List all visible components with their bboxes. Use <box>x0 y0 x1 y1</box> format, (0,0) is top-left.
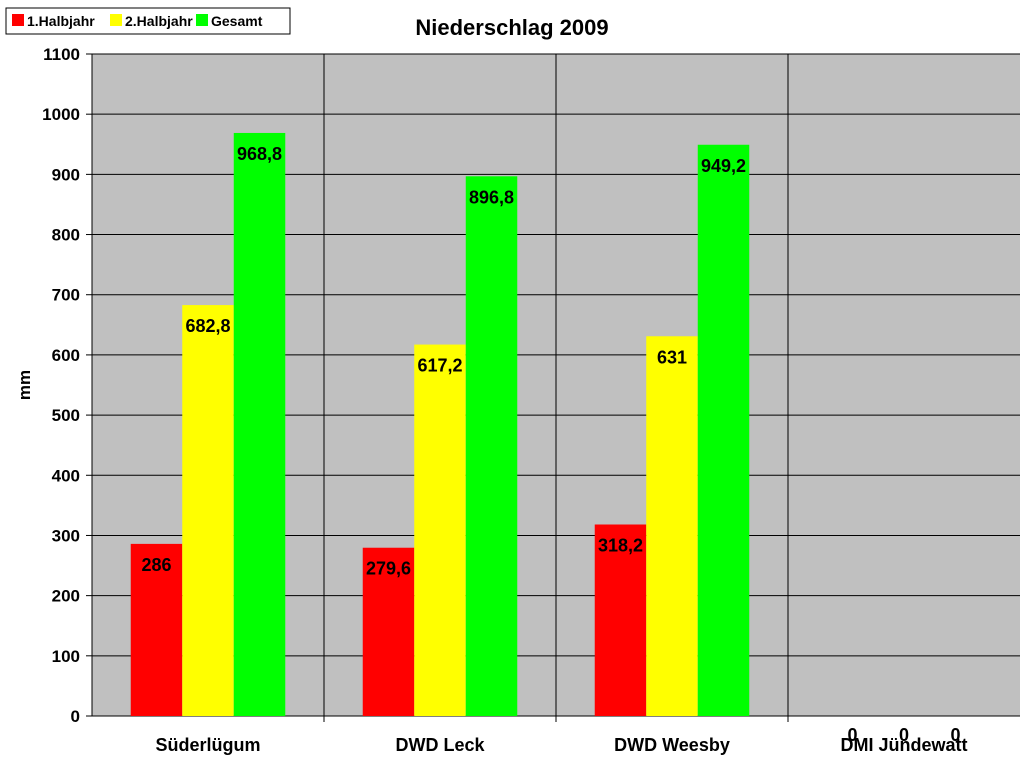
data-label-1.Halbjahr-DMI Jündewatt: 0 <box>847 725 857 745</box>
y-tick-label-700: 700 <box>52 286 80 305</box>
y-tick-label-400: 400 <box>52 466 80 485</box>
bar-2.Halbjahr-Süderlügum <box>182 305 234 716</box>
legend-swatch-Gesamt <box>196 14 208 26</box>
bar-Gesamt-DWD Leck <box>465 176 518 717</box>
data-label-1.Halbjahr-DWD Leck: 279,6 <box>366 559 411 579</box>
x-category-label-1: DWD Leck <box>395 735 485 755</box>
legend-label-Gesamt: Gesamt <box>211 13 263 29</box>
y-tick-label-500: 500 <box>52 406 80 425</box>
legend-label-1.Halbjahr: 1.Halbjahr <box>27 13 95 29</box>
bar-1.Halbjahr-Süderlügum <box>130 543 183 716</box>
data-labels: 286 682,8 968,8 279,6 617,2 896,8 318,2 631 949,… <box>141 144 960 745</box>
data-label-2.Halbjahr-DWD Leck: 617,2 <box>417 356 462 376</box>
data-label-Gesamt-DWD Weesby: 949,2 <box>701 156 746 176</box>
bar-1.Halbjahr-DWD Weesby <box>594 524 647 716</box>
x-axis-categories: Süderlügum DWD Leck DWD Weesby DMI Jündewat… <box>155 735 967 755</box>
legend-label-2.Halbjahr: 2.Halbjahr <box>125 13 193 29</box>
legend-swatch-1.Halbjahr <box>12 14 24 26</box>
data-label-Gesamt-Süderlügum: 968,8 <box>237 144 282 164</box>
y-tick-label-800: 800 <box>52 226 80 245</box>
legend: 1.Halbjahr 2.Halbjahr Gesamt <box>5 7 291 35</box>
data-label-1.Halbjahr-DWD Weesby: 318,2 <box>598 536 643 556</box>
legend-box <box>5 7 291 35</box>
y-tick-label-0: 0 <box>71 707 80 726</box>
data-label-2.Halbjahr-Süderlügum: 682,8 <box>185 316 230 336</box>
data-label-Gesamt-DMI Jündewatt: 0 <box>950 725 960 745</box>
data-label-2.Halbjahr-DMI Jündewatt: 0 <box>899 725 909 745</box>
y-axis-label: mm <box>15 370 34 400</box>
bar-2.Halbjahr-DWD Leck <box>414 344 466 716</box>
bar-Gesamt-Süderlügum <box>233 132 286 716</box>
data-label-2.Halbjahr-DWD Weesby: 631 <box>657 347 687 367</box>
legend-swatch-2.Halbjahr <box>110 14 122 26</box>
bar-Gesamt-DWD Weesby <box>697 144 750 717</box>
chart-title: Niederschlag 2009 <box>415 15 608 40</box>
y-tick-label-1100: 1100 <box>43 45 80 64</box>
x-category-label-3: DMI Jündewatt <box>840 735 967 755</box>
y-tick-label-1000: 1000 <box>42 105 80 124</box>
bars <box>130 132 750 717</box>
y-tick-label-600: 600 <box>52 346 80 365</box>
bar-2.Halbjahr-DWD Weesby <box>646 336 698 716</box>
y-tick-label-200: 200 <box>52 587 80 606</box>
x-category-label-2: DWD Weesby <box>614 735 730 755</box>
y-tick-label-100: 100 <box>52 647 80 666</box>
x-category-label-0: Süderlügum <box>155 735 260 755</box>
data-label-Gesamt-DWD Leck: 896,8 <box>469 187 514 207</box>
data-label-1.Halbjahr-Süderlügum: 286 <box>141 555 171 575</box>
bar-1.Halbjahr-DWD Leck <box>362 547 415 716</box>
y-tick-label-900: 900 <box>52 165 80 184</box>
y-axis-ticks: 0 100 200 300 400 500 600 700 800 900 1000 1100 <box>42 45 92 726</box>
y-tick-label-300: 300 <box>52 526 80 545</box>
